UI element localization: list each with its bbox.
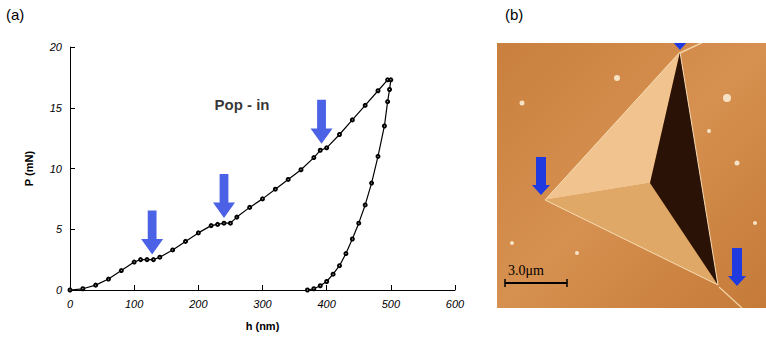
svg-text:100: 100 xyxy=(125,298,144,310)
svg-text:200: 200 xyxy=(188,298,208,310)
svg-text:500: 500 xyxy=(382,298,401,310)
svg-text:0: 0 xyxy=(67,298,74,310)
svg-text:h (nm): h (nm) xyxy=(246,320,280,332)
html-text:(b): (b) xyxy=(505,6,524,23)
svg-text:15: 15 xyxy=(50,102,63,114)
svg-text:10: 10 xyxy=(50,163,63,175)
svg-text:20: 20 xyxy=(49,41,63,53)
svg-text:P (mN): P (mN) xyxy=(23,151,35,187)
html-text:(a): (a) xyxy=(6,6,25,23)
svg-text:300: 300 xyxy=(253,298,272,310)
svg-text:400: 400 xyxy=(317,298,336,310)
svg-text:0: 0 xyxy=(56,284,63,296)
svg-text:600: 600 xyxy=(446,298,465,310)
svg-text:5: 5 xyxy=(56,223,63,235)
svg-text:3.0μm: 3.0μm xyxy=(508,263,544,278)
svg-text:Pop - in: Pop - in xyxy=(214,96,269,113)
